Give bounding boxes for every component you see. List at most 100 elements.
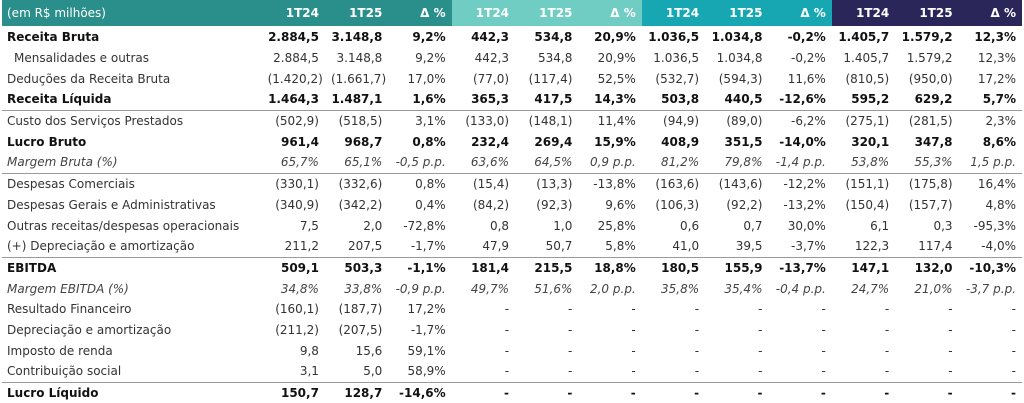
table-cell: 33,8% (344, 281, 383, 296)
table-cell: -3,7% (791, 239, 826, 254)
table-cell: (157,7) (908, 197, 953, 212)
table-cell: 18,8% (578, 256, 642, 279)
table-cell: 51,6% (534, 281, 573, 296)
table-cell: 0,3 (933, 218, 953, 233)
table-cell: 1.579,2 (906, 51, 953, 66)
period-header: 1T24 (641, 0, 706, 26)
row-label: Deduções da Receita Bruta (7, 71, 171, 86)
table-cell: (150,4) (845, 197, 890, 212)
period-header: 1T24 (451, 0, 516, 26)
table-cell: (187,7) (338, 302, 383, 317)
table-cell: -0,9 p.p. (395, 281, 446, 296)
table-cell: - (821, 322, 826, 337)
table-cell: 269,4 (534, 134, 573, 149)
table-cell: 2.884,5 (268, 30, 319, 45)
row-label: Receita Líquida (7, 92, 112, 107)
table-row: Receita Bruta 2.884,5 3.148,8 9,2% 442,3 534,… (2, 26, 1022, 48)
table-cell: (151,1) (831, 172, 896, 195)
table-cell: (281,5) (895, 109, 959, 132)
row-label: Mensalidades e outras (14, 51, 150, 66)
table-row: Lucro Líquido 150,7 128,7 -14,6% - - - - - - - - - (2, 381, 1022, 403)
table-row: Contribuição social 3,1 5,0 58,9% - - - - - - - - - (2, 361, 1022, 382)
table-cell: 968,7 (344, 134, 383, 149)
table-cell: 2,0 p.p. (589, 281, 636, 296)
table-cell: (148,1) (515, 109, 579, 132)
table-cell: -1,4 p.p. (775, 155, 826, 170)
table-cell: 232,4 (471, 134, 510, 149)
table-cell: - (705, 381, 769, 403)
period-header: Δ % (578, 0, 642, 26)
table-cell: 20,9% (594, 30, 636, 45)
table-row: Margem EBITDA (%) 34,8% 33,8% -0,9 p.p. 49,7… (2, 278, 1022, 299)
table-cell: 0,8% (412, 134, 446, 149)
table-cell: 17,0% (407, 71, 446, 86)
table-cell: 1.487,1 (331, 92, 383, 107)
table-cell: 50,7 (545, 239, 573, 254)
table-cell: 417,5 (534, 92, 573, 107)
table-cell: - (821, 302, 826, 317)
table-cell: (275,1) (831, 109, 896, 132)
table-cell: - (631, 322, 636, 337)
table-cell: 30,0% (787, 218, 826, 233)
table-cell: 25,8% (597, 218, 636, 233)
table-cell: 2,3% (958, 109, 1022, 132)
table-cell: (106,3) (655, 197, 700, 212)
table-cell: 20,9% (597, 51, 636, 66)
table-row: Receita Líquida 1.464,3 1.487,1 1,6% 365,3 41… (2, 89, 1022, 110)
row-label: Outras receitas/despesas operacionais (7, 218, 240, 233)
table-cell: 0,8 (489, 218, 510, 233)
row-label: (+) Depreciação e amortização (7, 239, 195, 254)
table-cell: - (1011, 302, 1016, 317)
table-row: Imposto de renda 9,8 15,6 59,1% - - - - - - - - - (2, 340, 1022, 361)
row-label: Lucro Bruto (7, 134, 87, 149)
table-cell: (15,4) (451, 172, 516, 195)
table-cell: - (884, 343, 890, 358)
table-cell: 5,0 (363, 364, 383, 379)
table-cell: 3,1 (299, 364, 319, 379)
table-cell: (1.661,7) (330, 71, 387, 86)
table-cell: (117,4) (528, 71, 573, 86)
table-cell: (518,5) (324, 109, 389, 132)
table-cell: 503,3 (324, 256, 389, 279)
table-row: Outras receitas/despesas operacionais 7,5… (2, 215, 1022, 236)
table-header-row: (em R$ milhões) 1T24 1T25 Δ % 1T24 1T25 Δ % 1T… (2, 0, 1022, 26)
table-cell: -6,2% (768, 109, 832, 132)
table-row: Despesas Comerciais (330,1) (332,6) 0,8% (15… (2, 172, 1022, 195)
table-row: Lucro Bruto 961,4 968,7 0,8% 232,4 269,4 15,9%… (2, 131, 1022, 152)
table-cell: 534,8 (534, 30, 573, 45)
table-cell: 1.036,5 (648, 30, 700, 45)
table-cell: (160,1) (275, 302, 319, 317)
table-cell: 0,6 (680, 218, 700, 233)
table-row: Deduções da Receita Bruta (1.420,2) (1.661… (2, 68, 1022, 89)
table-cell: 5,7% (982, 92, 1016, 107)
table-cell: -13,2% (783, 197, 826, 212)
table-cell: 0,8% (388, 172, 452, 195)
table-cell: 5,8% (605, 239, 636, 254)
row-label: Receita Bruta (7, 30, 100, 45)
table-cell: - (884, 322, 890, 337)
table-row: Mensalidades e outras 2.884,5 3.148,8 9,2% 4… (2, 48, 1022, 69)
table-cell: - (568, 343, 573, 358)
table-cell: -0,2% (791, 51, 826, 66)
table-cell: -1,7% (410, 322, 446, 337)
table-cell: 55,3% (914, 155, 953, 170)
table-cell: - (641, 381, 706, 403)
table-cell: 509,1 (261, 256, 325, 279)
table-cell: 442,3 (471, 30, 510, 45)
table-cell: 11,6% (787, 71, 826, 86)
table-cell: 59,1% (407, 343, 446, 358)
table-cell: 34,8% (280, 281, 319, 296)
table-cell: 39,5 (735, 239, 763, 254)
table-cell: (330,1) (261, 172, 325, 195)
table-cell: 128,7 (324, 381, 389, 403)
table-cell: - (568, 322, 573, 337)
table-cell: (532,7) (655, 71, 700, 86)
table-cell: (207,5) (338, 322, 383, 337)
table-cell: - (948, 302, 953, 317)
row-label: Resultado Financeiro (7, 302, 132, 317)
table-cell: -10,3% (958, 256, 1022, 279)
table-cell: - (884, 364, 890, 379)
table-cell: 24,7% (851, 281, 890, 296)
table-cell: 21,0% (914, 281, 953, 296)
table-cell: 35,8% (660, 281, 700, 296)
